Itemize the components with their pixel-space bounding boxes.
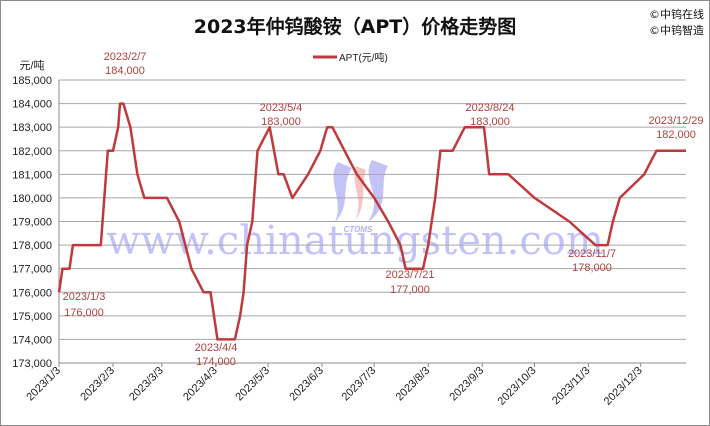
x-tick-label: 2023/7/3 xyxy=(340,365,379,404)
apt-price-line xyxy=(57,102,686,341)
y-tick-label: 183,000 xyxy=(12,122,52,134)
annotation-date: 2023/12/29 xyxy=(648,115,703,127)
y-tick-label: 184,000 xyxy=(12,99,52,111)
y-axis-unit: 元/吨 xyxy=(19,59,44,72)
x-axis: 2023/1/3 2023/2/3 2023/3/3 2023/4/3 2023/5/3… xyxy=(24,362,686,408)
x-tick-label: 2023/11/3 xyxy=(550,365,593,408)
y-tick-label: 181,000 xyxy=(12,169,52,181)
y-tick-label: 174,000 xyxy=(12,334,52,346)
annotation-value: 184,000 xyxy=(105,65,145,77)
annotation-date: 2023/11/7 xyxy=(568,248,616,260)
x-tick-label: 2023/12/3 xyxy=(602,365,645,408)
copyright-line-2: ©中钨智造 xyxy=(649,24,704,37)
y-tick-label: 182,000 xyxy=(12,146,52,158)
series-line xyxy=(57,102,686,341)
annotation-value: 183,000 xyxy=(261,116,301,128)
annotation-date: 2023/4/4 xyxy=(195,342,238,354)
y-axis: 173,000 174,000 175,000 176,000 177,000 178,0… xyxy=(12,59,60,370)
annotation-value: 174,000 xyxy=(196,356,236,368)
watermark-logo-icon xyxy=(333,162,352,222)
y-tick-label: 175,000 xyxy=(12,311,52,323)
x-tick-label: 2023/5/3 xyxy=(233,365,272,404)
annotation-value: 176,000 xyxy=(64,307,104,319)
annotation-value: 178,000 xyxy=(572,262,612,274)
gridlines xyxy=(59,79,686,340)
annotation-date: 2023/8/24 xyxy=(466,102,515,114)
x-tick-label: 2023/10/3 xyxy=(496,365,539,408)
annotation-date: 2023/1/3 xyxy=(63,291,106,303)
y-tick-label: 173,000 xyxy=(12,358,52,370)
legend-label: APT(元/吨) xyxy=(339,51,388,64)
y-tick-label: 180,000 xyxy=(12,193,52,205)
y-tick-label: 179,000 xyxy=(12,217,52,229)
watermark-logo-text: CTOMS xyxy=(344,225,373,234)
annotation-date: 2023/5/4 xyxy=(260,102,303,114)
y-tick-label: 185,000 xyxy=(12,75,52,87)
watermark-logo-icon xyxy=(368,160,388,222)
annotation-date: 2023/7/21 xyxy=(386,269,435,281)
annotation-date: 2023/2/7 xyxy=(104,51,147,63)
x-tick-label: 2023/8/3 xyxy=(394,365,433,404)
annotation-value: 182,000 xyxy=(656,129,696,141)
data-annotations: 2023/1/3 176,000 2023/2/7 184,000 2023/4/4 17… xyxy=(63,51,704,368)
annotation-value: 183,000 xyxy=(470,116,510,128)
chart-title: 2023年仲钨酸铵（APT）价格走势图 xyxy=(193,16,517,38)
y-tick-label: 177,000 xyxy=(12,264,52,276)
copyright-line-1: ©中钨在线 xyxy=(649,8,704,21)
x-tick-label: 2023/6/3 xyxy=(287,365,326,404)
annotation-value: 177,000 xyxy=(390,284,430,296)
x-tick-label: 2023/2/3 xyxy=(78,365,117,404)
y-tick-label: 176,000 xyxy=(12,287,52,299)
legend: APT(元/吨) xyxy=(313,51,388,64)
watermark-logo-icon xyxy=(354,166,366,220)
x-tick-label: 2023/3/3 xyxy=(127,365,166,404)
x-tick-label: 2023/4/3 xyxy=(181,365,220,404)
x-tick-label: 2023/1/3 xyxy=(24,365,63,404)
y-tick-label: 178,000 xyxy=(12,240,52,252)
x-tick-label: 2023/9/3 xyxy=(448,365,487,404)
